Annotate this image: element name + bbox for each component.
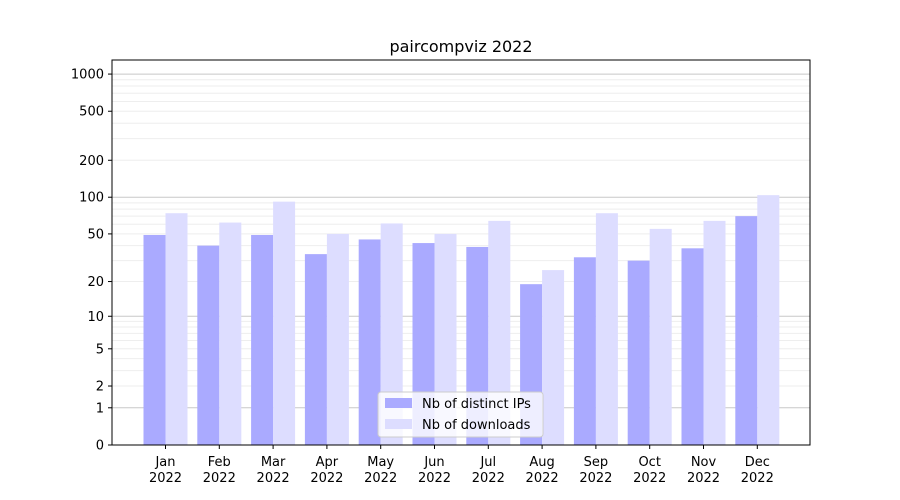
x-tick-label-month: Jul xyxy=(479,455,496,470)
x-tick-label-year: 2022 xyxy=(310,471,343,486)
x-tick-label-month: Aug xyxy=(529,455,554,470)
y-tick-label: 500 xyxy=(79,105,104,120)
x-tick-label-year: 2022 xyxy=(257,471,290,486)
y-tick-label: 1 xyxy=(96,401,104,416)
legend: Nb of distinct IPs Nb of downloads xyxy=(377,391,544,438)
x-tick-label-month: Nov xyxy=(691,455,717,470)
legend-box xyxy=(377,391,544,438)
x-tick-label-year: 2022 xyxy=(418,471,451,486)
x-tick-label-month: Sep xyxy=(584,455,609,470)
x-tick-label-year: 2022 xyxy=(472,471,505,486)
bar-distinct-ips-may xyxy=(358,239,381,445)
y-tick-label: 10 xyxy=(87,310,104,325)
y-tick-label: 1000 xyxy=(71,68,104,83)
bar-downloads-jul xyxy=(488,220,511,445)
x-tick-label-month: Jan xyxy=(154,455,175,470)
chart-title: paircompviz 2022 xyxy=(389,37,532,56)
x-tick-label-month: Feb xyxy=(208,455,231,470)
bar-distinct-ips-nov xyxy=(681,248,704,445)
bar-distinct-ips-feb xyxy=(197,245,220,445)
y-axis: 0 1 2 5 10 20 50 100 200 500 1000 xyxy=(71,68,112,454)
x-tick-label-month: Oct xyxy=(638,455,660,470)
bar-downloads-aug xyxy=(542,270,565,445)
bars xyxy=(143,195,780,445)
x-tick-label-year: 2022 xyxy=(364,471,397,486)
y-tick-label: 2 xyxy=(96,380,104,395)
bar-downloads-dec xyxy=(757,195,780,445)
y-tick-label: 5 xyxy=(96,342,104,357)
x-tick-label-year: 2022 xyxy=(149,471,182,486)
bar-distinct-ips-mar xyxy=(251,234,274,445)
y-tick-label: 200 xyxy=(79,154,104,169)
bar-downloads-apr xyxy=(326,233,349,445)
bar-downloads-jan xyxy=(165,213,188,445)
legend-label-ips: Nb of distinct IPs xyxy=(422,397,531,412)
x-tick-label-year: 2022 xyxy=(526,471,559,486)
bar-distinct-ips-jan xyxy=(143,234,166,445)
bar-downloads-sep xyxy=(595,213,618,445)
y-tick-label: 50 xyxy=(87,227,104,242)
y-tick-label: 100 xyxy=(79,191,104,206)
x-tick-label-month: Mar xyxy=(261,455,286,470)
bar-downloads-may xyxy=(380,223,403,445)
x-tick-label-year: 2022 xyxy=(579,471,612,486)
legend-swatch-downloads xyxy=(385,419,412,429)
x-tick-label-year: 2022 xyxy=(741,471,774,486)
y-tick-label: 0 xyxy=(96,439,104,454)
bar-distinct-ips-apr xyxy=(304,254,327,445)
y-tick-label: 20 xyxy=(87,275,104,290)
legend-label-downloads: Nb of downloads xyxy=(422,418,531,433)
bar-downloads-mar xyxy=(273,201,296,445)
plot-frame xyxy=(111,59,811,446)
bar-distinct-ips-dec xyxy=(735,216,758,445)
bar-downloads-feb xyxy=(219,222,242,445)
x-tick-label-year: 2022 xyxy=(687,471,720,486)
bar-downloads-oct xyxy=(649,228,672,445)
x-tick-label-month: Apr xyxy=(316,455,339,470)
x-tick-label-month: May xyxy=(367,455,394,470)
bar-distinct-ips-oct xyxy=(627,260,650,445)
x-tick-label-month: Dec xyxy=(745,455,770,470)
bar-downloads-nov xyxy=(703,220,726,445)
x-tick-label-year: 2022 xyxy=(203,471,236,486)
x-tick-label-month: Jun xyxy=(423,455,444,470)
bar-distinct-ips-sep xyxy=(573,257,596,445)
x-tick-label-year: 2022 xyxy=(633,471,666,486)
x-axis: Jan2022Feb2022Mar2022Apr2022May2022Jun20… xyxy=(149,445,774,486)
legend-swatch-ips xyxy=(385,398,412,408)
